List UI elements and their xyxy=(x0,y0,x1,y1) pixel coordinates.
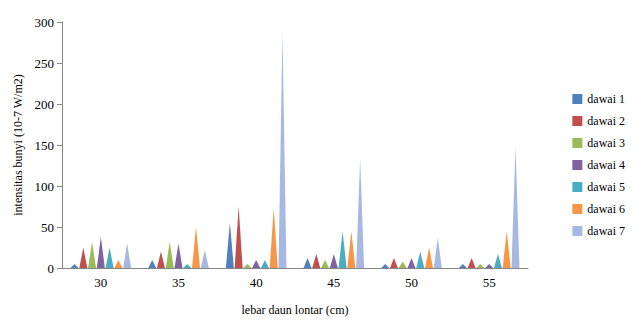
svg-text:dawai 5: dawai 5 xyxy=(587,180,625,194)
svg-text:35: 35 xyxy=(172,275,185,290)
svg-text:dawai 4: dawai 4 xyxy=(587,158,625,172)
svg-text:dawai 7: dawai 7 xyxy=(587,224,625,238)
svg-text:40: 40 xyxy=(250,275,263,290)
svg-text:50: 50 xyxy=(41,220,54,235)
svg-text:150: 150 xyxy=(35,138,55,153)
svg-text:250: 250 xyxy=(35,56,55,71)
svg-text:300: 300 xyxy=(35,15,55,30)
svg-text:30: 30 xyxy=(94,275,107,290)
svg-text:55: 55 xyxy=(483,275,496,290)
svg-text:0: 0 xyxy=(48,261,55,276)
svg-text:100: 100 xyxy=(35,179,55,194)
svg-text:lebar daun lontar (cm): lebar daun lontar (cm) xyxy=(242,303,349,317)
svg-text:dawai 2: dawai 2 xyxy=(587,114,625,128)
svg-text:dawai 3: dawai 3 xyxy=(587,136,625,150)
svg-text:intensitas bunyi (10-7 W/m2): intensitas bunyi (10-7 W/m2) xyxy=(11,74,25,215)
svg-text:45: 45 xyxy=(327,275,340,290)
svg-text:50: 50 xyxy=(405,275,418,290)
svg-text:dawai 1: dawai 1 xyxy=(587,92,625,106)
svg-text:dawai 6: dawai 6 xyxy=(587,202,625,216)
svg-text:200: 200 xyxy=(35,97,55,112)
